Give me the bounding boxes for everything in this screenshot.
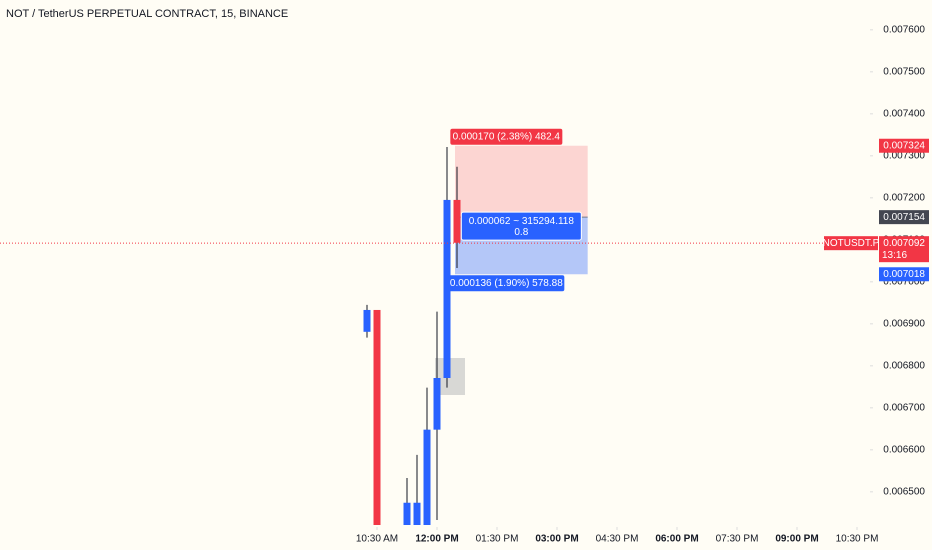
target-label-box — [450, 128, 563, 145]
entry-label: 0.000062 ~ 315294.118 — [469, 216, 575, 227]
y-tick-label: 0.007200 — [883, 192, 925, 203]
candle-body — [423, 429, 431, 525]
x-tick-label: 10:30 AM — [356, 534, 398, 545]
y-tick-label: 0.006800 — [883, 360, 925, 371]
candle-body — [443, 199, 451, 378]
y-tick-label: 0.007600 — [883, 24, 925, 35]
x-tick-label: 12:00 PM — [415, 534, 458, 545]
y-tick-label: 0.007400 — [883, 108, 925, 119]
y-tick-label: 0.007500 — [883, 66, 925, 77]
candle-body — [433, 378, 441, 430]
stop-label-box — [448, 275, 565, 292]
x-tick-label: 01:30 PM — [476, 534, 519, 545]
entry-label: 0.8 — [514, 227, 528, 238]
target-label: 0.000170 (2.38%) 482.4 — [453, 131, 561, 142]
y-tick-label: 0.006600 — [883, 444, 925, 455]
candle-body — [363, 309, 371, 332]
symbol-tag — [824, 236, 878, 251]
price-tag-label: 0.007018 — [883, 269, 925, 280]
y-tick-label: 0.006900 — [883, 318, 925, 329]
candle-body — [453, 199, 461, 243]
symbol-tag: NOTUSDT.P — [823, 238, 880, 249]
x-tick-label: 04:30 PM — [596, 534, 639, 545]
candle-body — [373, 309, 381, 525]
entry-label-box — [460, 211, 582, 241]
y-tick-label: 0.007000 — [883, 276, 925, 287]
x-tick-label: 03:00 PM — [535, 534, 578, 545]
countdown: 13:16 — [882, 250, 907, 261]
candle-body — [413, 502, 421, 525]
price-tag-label: 0.007092 — [883, 238, 925, 249]
chart-title: NOT / TetherUS PERPETUAL CONTRACT, 15, B… — [6, 8, 288, 20]
y-tick-label: 0.006700 — [883, 402, 925, 413]
target-zone — [455, 145, 588, 218]
y-tick-label: 0.006500 — [883, 486, 925, 497]
price-tag — [879, 138, 929, 153]
price-tag — [879, 236, 929, 263]
x-tick-label: 07:30 PM — [716, 534, 759, 545]
price-tag-label: 0.007154 — [883, 212, 925, 223]
stop-label: 0.000136 (1.90%) 578.88 — [450, 278, 563, 289]
x-tick-label: 09:00 PM — [775, 534, 818, 545]
x-tick-label: 10:30 PM — [836, 534, 879, 545]
price-tag — [879, 210, 929, 225]
y-tick-label: 0.007300 — [883, 150, 925, 161]
price-tag — [879, 267, 929, 282]
candle-body — [403, 502, 411, 525]
x-tick-label: 06:00 PM — [655, 534, 698, 545]
price-tag-label: 0.007324 — [883, 140, 925, 151]
